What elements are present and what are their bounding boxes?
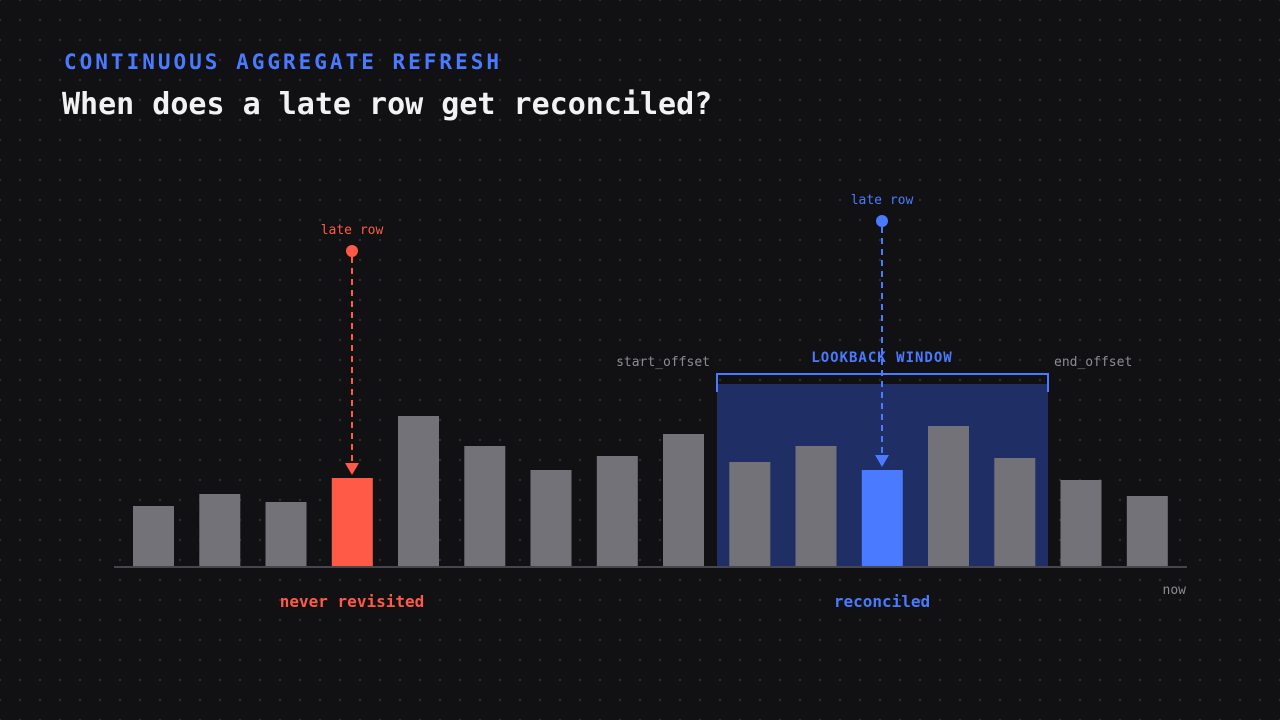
bar	[795, 446, 837, 566]
bar	[464, 446, 506, 566]
eyebrow-heading: CONTINUOUS AGGREGATE REFRESH	[64, 50, 503, 74]
now-label: now	[1163, 583, 1187, 598]
bar	[1126, 496, 1168, 566]
bar	[928, 426, 969, 566]
late-row-marker-right	[876, 215, 888, 227]
lookback-window-label: LOOKBACK WINDOW	[811, 350, 952, 366]
time-bucket-bars	[133, 416, 1168, 566]
bar	[729, 462, 771, 566]
bar	[994, 458, 1036, 566]
late-row-label-left: late row	[321, 223, 384, 238]
never-revisited-label: never revisited	[280, 592, 425, 611]
bar	[1060, 480, 1102, 566]
bar	[596, 456, 638, 566]
bar	[199, 494, 241, 566]
page-title: When does a late row get reconciled?	[62, 87, 713, 122]
bar	[398, 416, 439, 566]
reconciled-label: reconciled	[834, 592, 930, 611]
start-offset-label: start_offset	[616, 355, 710, 370]
late-row-marker-left	[346, 245, 358, 257]
bar-reconciled	[861, 470, 903, 566]
end-offset-label: end_offset	[1054, 355, 1132, 370]
bar	[133, 506, 174, 566]
bar	[265, 502, 307, 566]
late-row-label-right: late row	[851, 193, 914, 208]
late-row-arrowhead-left	[345, 463, 359, 475]
bar	[663, 434, 704, 566]
bar	[530, 470, 572, 566]
bar-never-revisited	[331, 478, 373, 566]
late-row-arrowhead-right	[875, 455, 889, 467]
